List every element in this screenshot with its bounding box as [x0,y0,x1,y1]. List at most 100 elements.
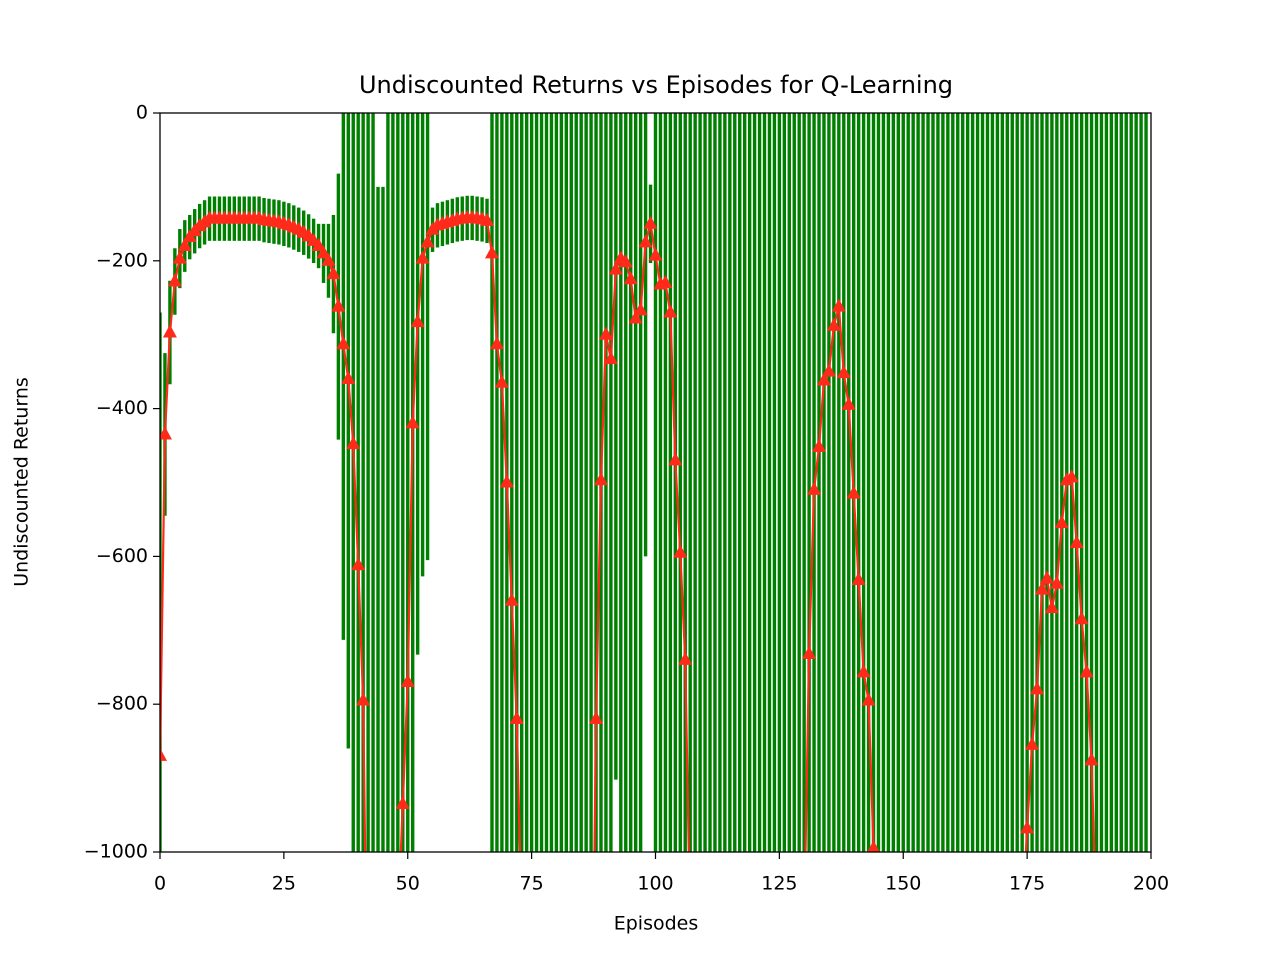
marker [648,247,663,261]
marker [1074,611,1089,625]
marker [391,918,405,931]
axes: 0 25 50 75 100 125 150 175 200 0 −200 −400 −600 −800 −… [84,102,1169,895]
marker [405,415,420,429]
x-tick-label: 0 [154,873,166,895]
marker [480,212,495,226]
plot-area [160,113,1148,931]
marker [668,452,683,466]
marker [816,372,831,386]
marker [638,234,653,248]
axes-frame [159,112,1152,853]
x-tick-label: 25 [272,873,296,895]
marker [628,310,643,324]
marker [1054,515,1069,529]
marker [871,918,885,931]
marker [177,238,192,252]
marker [589,710,604,724]
marker [623,271,638,285]
marker [812,439,827,453]
marker [1084,752,1099,766]
marker [172,250,187,264]
marker [1034,581,1049,595]
x-tick-label: 75 [520,873,544,895]
marker [504,592,519,606]
marker [321,252,336,266]
marker [499,474,514,488]
marker [1030,681,1045,695]
marker [167,273,182,287]
marker [1025,736,1040,750]
marker [856,664,871,678]
x-tick-label: 100 [637,873,673,895]
marker [851,572,866,586]
y-tick-label: 0 [136,102,148,124]
x-tick-label: 200 [1133,873,1169,895]
marker [841,396,856,410]
marker [316,245,331,259]
marker [331,298,346,312]
marker [797,918,811,931]
y-axis-label: Undiscounted Returns [11,377,33,587]
marker [618,254,633,268]
y-tick-label: −200 [96,249,148,271]
y-tick-label: −400 [96,397,148,419]
marker [1064,469,1079,483]
marker [160,747,167,761]
marker [341,371,356,385]
marker [395,795,410,809]
marker [494,374,509,388]
marker [861,692,876,706]
marker [807,481,822,495]
x-tick-label: 150 [885,873,921,895]
marker [509,710,524,724]
marker [608,261,623,275]
marker [867,840,880,852]
marker [663,304,678,318]
marker [678,651,693,665]
marker [351,557,366,571]
marker [1020,820,1035,834]
y-tick-label: −800 [96,693,148,715]
marker [673,544,688,558]
marker [821,363,836,377]
x-tick-label: 50 [396,873,420,895]
marker [1039,570,1054,584]
chart-title: Undiscounted Returns vs Episodes for Q-L… [359,71,953,99]
marker [326,266,341,280]
y-tick-label: −1000 [84,841,148,863]
marker [1089,918,1103,931]
marker [346,436,361,450]
marker [336,336,351,350]
marker [598,326,613,340]
marker [420,234,435,248]
marker [831,298,846,312]
marker [1049,575,1064,589]
marker [484,245,499,259]
marker [1015,918,1029,931]
x-tick-label: 175 [1009,873,1045,895]
y-tick-label: −600 [96,545,148,567]
marker [311,238,326,252]
marker [515,918,529,931]
marker [826,317,841,331]
marker [1044,600,1059,614]
marker [162,324,177,338]
marker [1079,664,1094,678]
marker [643,215,658,229]
marker [593,472,608,486]
marker [489,336,504,350]
x-tick-label: 125 [761,873,797,895]
marker [846,485,861,499]
marker [415,250,430,264]
marker [633,302,648,316]
marker [160,426,172,440]
marker [356,692,371,706]
marker [400,674,415,688]
marker [836,365,851,379]
marker [802,645,817,659]
x-axis-label: Episodes [614,913,699,935]
marker [658,274,673,288]
marker [410,314,425,328]
